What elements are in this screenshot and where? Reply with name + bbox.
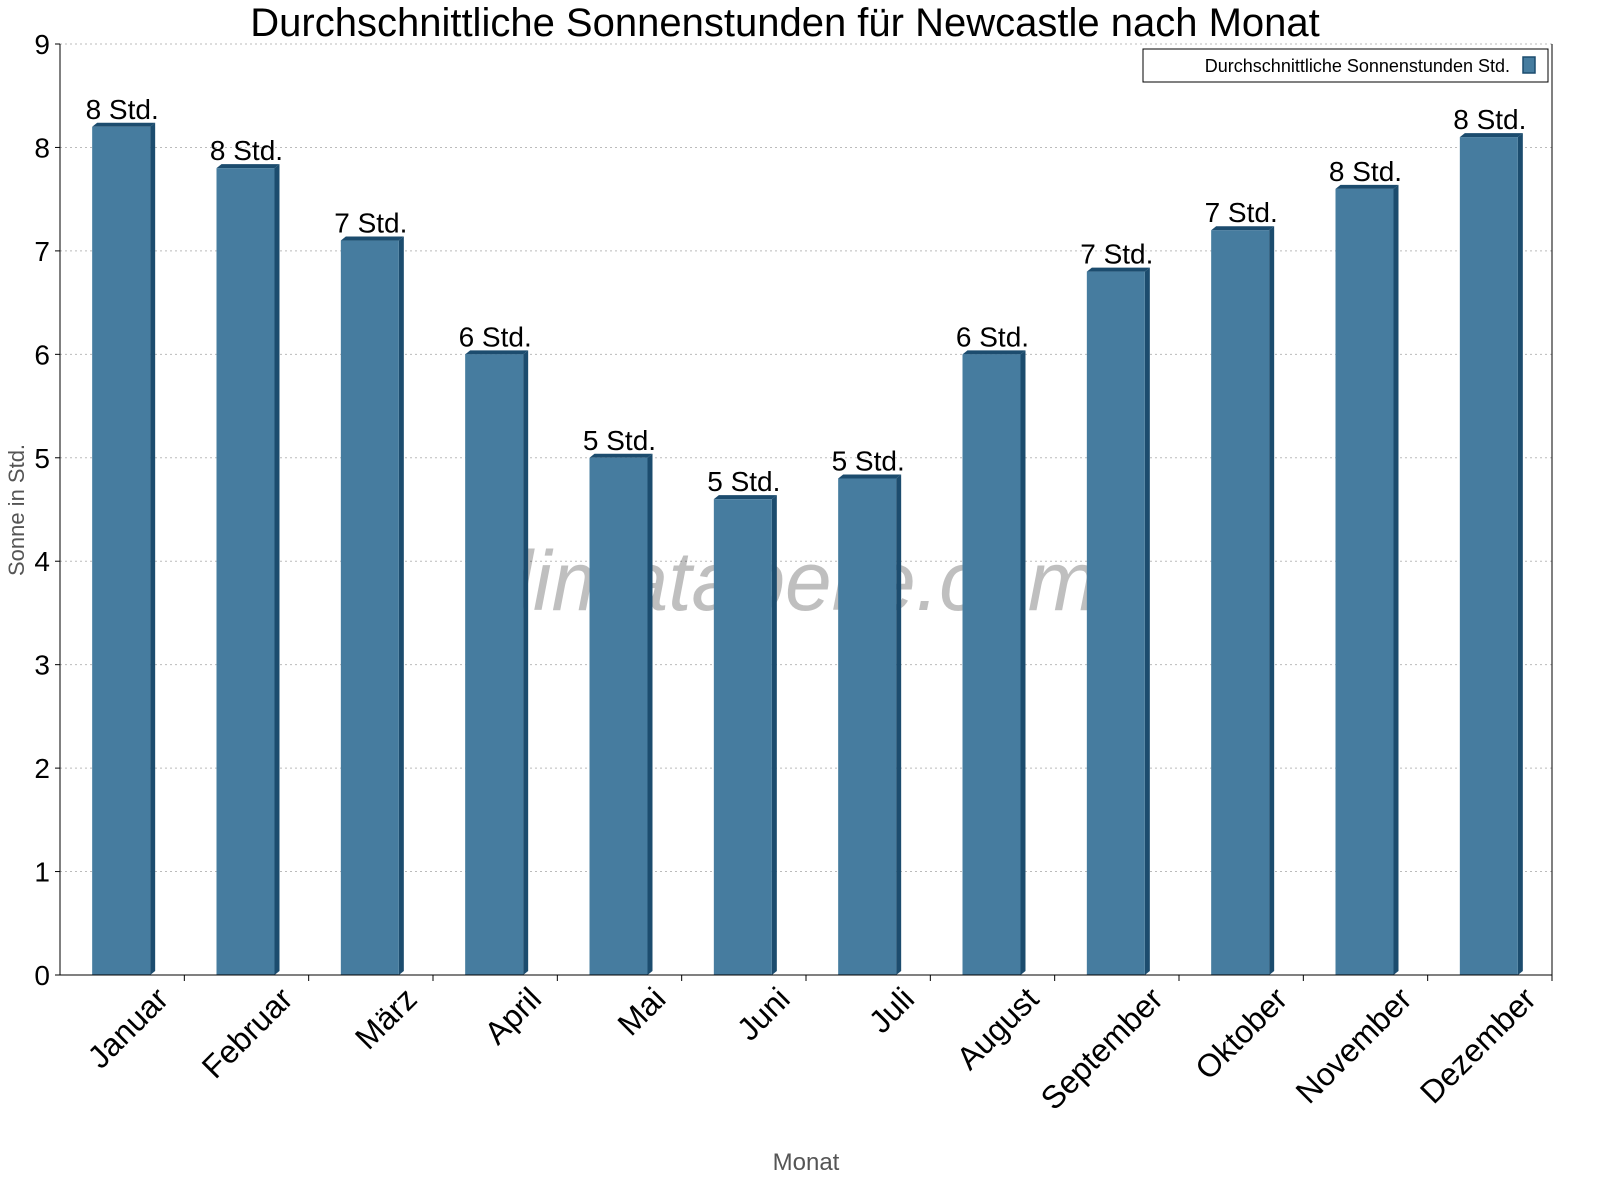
bar [465, 354, 524, 975]
bar-side [896, 474, 902, 975]
bar [1335, 188, 1394, 976]
bar-top [713, 495, 777, 500]
y-tick-label: 8 [34, 132, 50, 163]
bar-top [1211, 226, 1275, 231]
y-tick-label: 6 [34, 339, 50, 370]
x-tick-label: Februar [195, 980, 300, 1085]
bar-side [1393, 184, 1399, 976]
x-tick-label: Oktober [1188, 980, 1294, 1086]
bar-top [92, 122, 156, 127]
data-label: 6 Std. [459, 321, 532, 352]
data-label: 7 Std. [1205, 197, 1278, 228]
bar-top [962, 350, 1026, 355]
legend-box [1142, 48, 1549, 83]
y-tick-label: 2 [34, 753, 50, 784]
bar [1459, 137, 1518, 976]
x-tick-label: April [477, 980, 548, 1051]
y-tick-label: 4 [34, 546, 50, 577]
bar [340, 240, 399, 976]
data-label: 7 Std. [334, 208, 407, 239]
x-tick-label: September [1034, 980, 1170, 1116]
y-tick-label: 7 [34, 236, 50, 267]
bar-side [1269, 226, 1275, 975]
bar-top [838, 474, 902, 479]
y-axis-label: Sonne in Std. [4, 444, 29, 576]
bar-side [1020, 350, 1026, 975]
bar-side [274, 164, 280, 976]
bar-top [589, 453, 653, 458]
bar-top [1459, 133, 1523, 138]
y-tick-label: 9 [34, 29, 50, 60]
x-tick-label: Juli [862, 980, 921, 1039]
x-tick-label: November [1289, 980, 1419, 1110]
bar-side [150, 122, 156, 975]
data-label: 8 Std. [1453, 104, 1526, 135]
x-tick-label: Mai [611, 980, 673, 1042]
bar [1211, 230, 1270, 975]
bar-side [398, 236, 404, 976]
x-tick-label: Dezember [1413, 980, 1543, 1110]
x-axis-label: Monat [773, 1149, 840, 1176]
data-label: 8 Std. [210, 135, 283, 166]
bar-top [1335, 184, 1399, 189]
data-label: 5 Std. [707, 466, 780, 497]
bar-side [1144, 267, 1150, 976]
bar-top [465, 350, 529, 355]
x-tick-label: Juni [730, 980, 797, 1047]
y-tick-label: 0 [34, 960, 50, 991]
data-label: 7 Std. [1080, 239, 1153, 270]
bar-side [1517, 133, 1523, 976]
chart-title: Durchschnittliche Sonnenstunden für Newc… [250, 1, 1320, 45]
bar [92, 126, 151, 975]
bar-top [340, 236, 404, 241]
x-tick-label: August [950, 980, 1046, 1076]
data-label: 8 Std. [86, 94, 159, 125]
data-label: 5 Std. [583, 425, 656, 456]
bar-top [216, 164, 280, 169]
legend: Durchschnittliche Sonnenstunden Std. [1142, 48, 1549, 83]
bar [838, 478, 897, 975]
bar [1086, 271, 1145, 976]
y-tick-label: 3 [34, 650, 50, 681]
bar-top [1086, 267, 1150, 272]
x-tick-label: März [348, 980, 424, 1056]
data-label: 5 Std. [832, 445, 905, 476]
bar [713, 499, 772, 975]
bar [216, 168, 275, 976]
legend-swatch [1522, 56, 1536, 74]
bar-side [647, 453, 653, 975]
data-label: 8 Std. [1329, 156, 1402, 187]
bar-side [523, 350, 529, 975]
data-label: 6 Std. [956, 321, 1029, 352]
y-tick-label: 1 [34, 857, 50, 888]
x-tick-label: Januar [80, 980, 175, 1075]
y-tick-label: 5 [34, 443, 50, 474]
bar-side [771, 495, 777, 975]
legend-label: Durchschnittliche Sonnenstunden Std. [1205, 56, 1510, 76]
bar [962, 354, 1021, 975]
bar [589, 457, 648, 975]
